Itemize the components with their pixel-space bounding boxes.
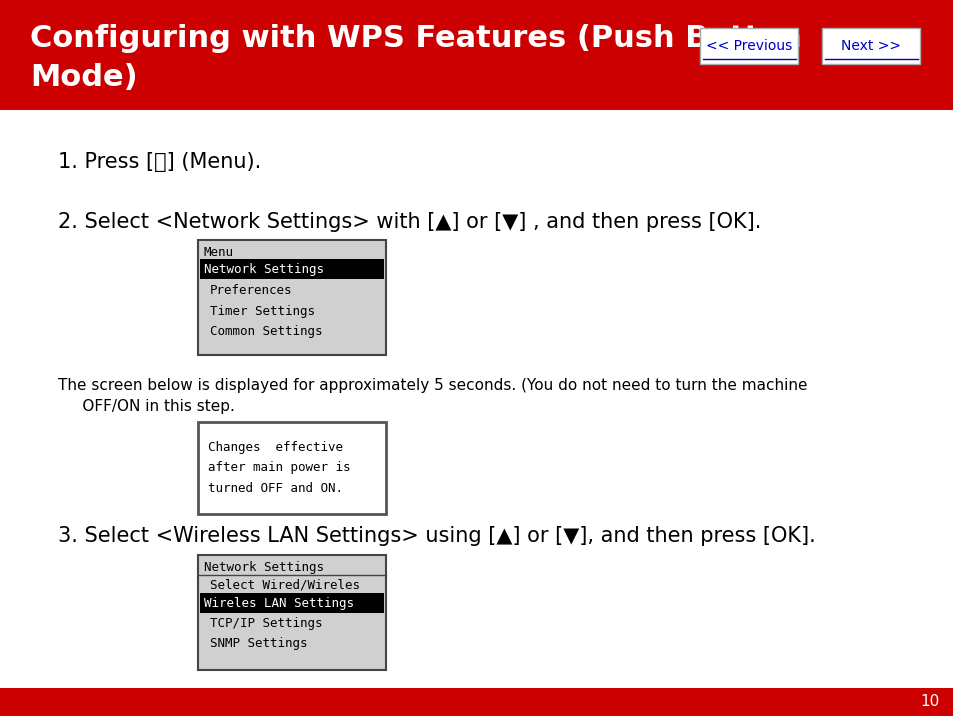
Text: Wireles LAN Settings: Wireles LAN Settings — [204, 596, 354, 609]
Text: TCP/IP Settings: TCP/IP Settings — [210, 616, 322, 629]
FancyBboxPatch shape — [198, 555, 386, 670]
Text: Configuring with WPS Features (Push Button
Mode): Configuring with WPS Features (Push Butt… — [30, 24, 801, 92]
Text: Network Settings: Network Settings — [204, 561, 324, 574]
Text: Preferences: Preferences — [210, 284, 293, 296]
Text: Network Settings: Network Settings — [204, 263, 324, 276]
Text: Common Settings: Common Settings — [210, 326, 322, 339]
Text: The screen below is displayed for approximately 5 seconds. (You do not need to t: The screen below is displayed for approx… — [58, 378, 806, 414]
FancyBboxPatch shape — [200, 593, 384, 613]
Text: Timer Settings: Timer Settings — [210, 304, 314, 317]
FancyBboxPatch shape — [700, 28, 797, 64]
Text: Next >>: Next >> — [841, 39, 900, 53]
Text: 3. Select <Wireless LAN Settings> using [▲] or [▼], and then press [OK].: 3. Select <Wireless LAN Settings> using … — [58, 526, 815, 546]
Text: << Previous: << Previous — [705, 39, 791, 53]
Text: Menu: Menu — [204, 246, 233, 259]
Text: SNMP Settings: SNMP Settings — [210, 637, 307, 651]
FancyBboxPatch shape — [198, 240, 386, 355]
FancyBboxPatch shape — [0, 688, 953, 716]
FancyBboxPatch shape — [198, 422, 386, 514]
FancyBboxPatch shape — [0, 0, 953, 110]
Text: 1. Press [Ⓜ] (Menu).: 1. Press [Ⓜ] (Menu). — [58, 152, 261, 172]
FancyBboxPatch shape — [821, 28, 919, 64]
Text: Select Wired/Wireles: Select Wired/Wireles — [210, 579, 359, 591]
Text: Changes  effective
after main power is
turned OFF and ON.: Changes effective after main power is tu… — [208, 442, 350, 495]
FancyBboxPatch shape — [200, 259, 384, 279]
Text: 10: 10 — [920, 695, 939, 710]
Text: 2. Select <Network Settings> with [▲] or [▼] , and then press [OK].: 2. Select <Network Settings> with [▲] or… — [58, 212, 760, 232]
